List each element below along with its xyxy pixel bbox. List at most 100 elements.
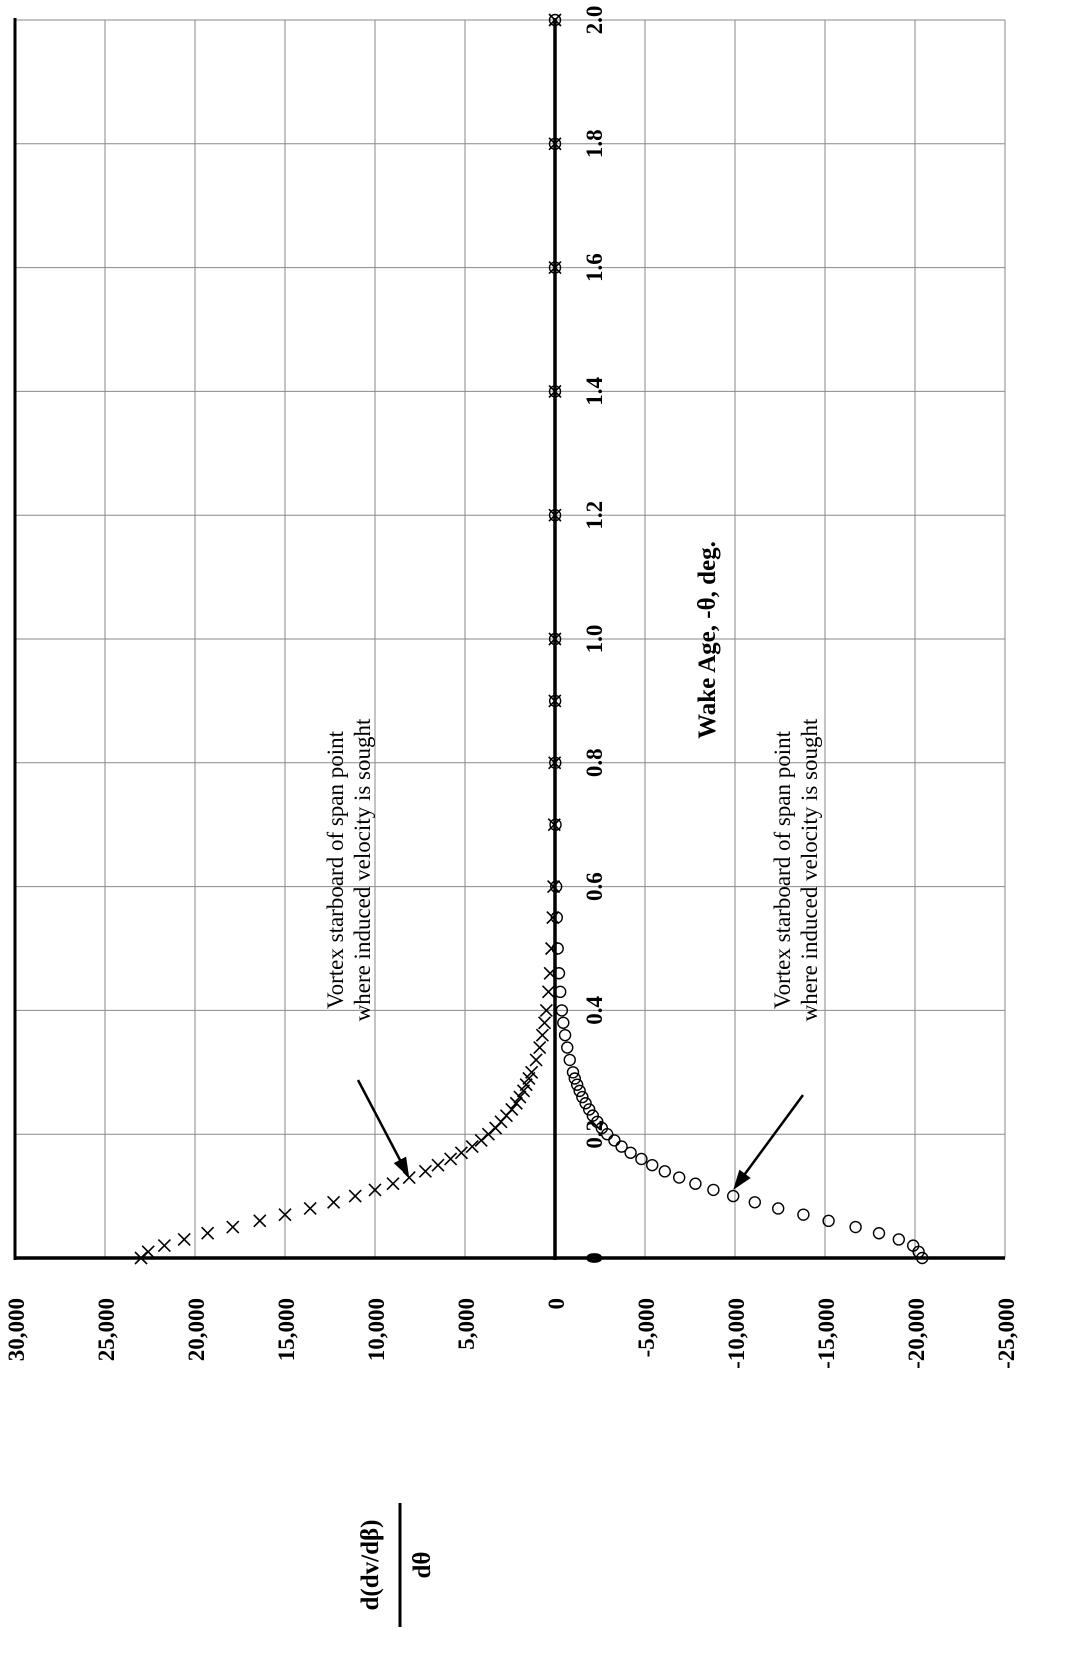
- y-tick-label: 25,000: [94, 1298, 119, 1361]
- y-tick-label: 20,000: [184, 1298, 209, 1361]
- y-tick-label: -15,000: [814, 1298, 839, 1369]
- data-point-circle: [772, 1202, 785, 1215]
- data-point-cross: [454, 1146, 468, 1160]
- data-point-circle: [849, 1220, 862, 1234]
- data-point-circle: [561, 1041, 574, 1054]
- x-tick-label: 0.2: [582, 1120, 607, 1149]
- x-tick-label: 2.0: [582, 6, 607, 35]
- annotation-arrow-line: [735, 1094, 805, 1186]
- data-point-cross: [546, 910, 560, 925]
- data-point-circle: [563, 1053, 576, 1067]
- data-point-circle: [548, 694, 562, 708]
- data-point-cross: [386, 1177, 400, 1191]
- data-point-cross: [509, 1096, 523, 1110]
- x-tick-label: 1.2: [582, 501, 607, 530]
- data-point-circle: [727, 1189, 740, 1203]
- x-tick-label: 0.8: [582, 748, 607, 777]
- y-tick-label: 15,000: [274, 1298, 299, 1361]
- data-point-cross: [525, 1065, 539, 1079]
- y-axis-title-numerator: d(dv/dβ): [357, 1520, 384, 1611]
- data-point-circle: [552, 967, 566, 980]
- data-point-circle: [635, 1152, 648, 1166]
- data-point-cross: [513, 1090, 527, 1104]
- data-point-circle: [566, 1066, 580, 1079]
- data-point-cross: [177, 1232, 191, 1246]
- data-point-cross: [431, 1158, 445, 1172]
- data-point-circle: [658, 1165, 671, 1178]
- data-point-circle: [872, 1227, 886, 1240]
- data-point-circle: [797, 1208, 810, 1221]
- data-point-circle: [573, 1084, 586, 1098]
- data-point-cross: [546, 880, 561, 894]
- data-point-cross: [541, 985, 556, 999]
- x-tick-label: 1.6: [582, 253, 607, 282]
- data-point-cross: [418, 1164, 432, 1178]
- data-point-cross: [444, 1152, 458, 1166]
- data-point-cross: [539, 1003, 553, 1017]
- y-axis-title: d(dv/dβ) dθ: [357, 1503, 436, 1627]
- data-point-cross: [543, 966, 557, 980]
- y-tick-label: 0: [544, 1298, 569, 1310]
- x-axis-title: Wake Age, -θ, deg.: [694, 541, 721, 739]
- annotation-line: where induced velocity is sought: [797, 718, 822, 1021]
- data-point-circle: [557, 1016, 570, 1029]
- y-axis-title-denominator: dθ: [409, 1552, 436, 1579]
- data-point-circle: [568, 1072, 581, 1085]
- data-point-circle: [579, 1097, 592, 1110]
- data-point-circle: [591, 1115, 604, 1129]
- data-point-circle: [624, 1146, 637, 1159]
- data-point-cross: [348, 1189, 362, 1203]
- data-point-circle: [549, 880, 563, 893]
- data-point-circle: [554, 985, 567, 999]
- data-point-circle: [548, 137, 562, 151]
- annotation-text-group: Vortex starboard of span point where indu…: [323, 718, 375, 1021]
- y-tick-label: 5,000: [454, 1298, 479, 1350]
- x-tick-label: 1.0: [582, 625, 607, 654]
- y-tick-label: -5,000: [634, 1298, 659, 1357]
- data-point-circle: [548, 632, 562, 646]
- data-point-cross: [537, 1016, 552, 1030]
- y-tick-label: -10,000: [724, 1298, 749, 1369]
- y-tick-label: -20,000: [904, 1298, 929, 1369]
- data-point-circle: [646, 1158, 659, 1172]
- data-point-circle: [707, 1183, 720, 1197]
- tick-layer: 0 0.2 0.4 0.6 0.8 1.0 1.2 1.4 1.6 1.8 2.0 30,000 25,…: [4, 6, 1019, 1369]
- data-point-circle: [586, 1109, 599, 1122]
- x-tick-label: 1.8: [582, 129, 607, 158]
- data-point-circle: [608, 1134, 621, 1147]
- annotation-arrow-head: [733, 1169, 751, 1190]
- annotation-arrow-head: [393, 1156, 410, 1178]
- data-point-cross: [327, 1195, 341, 1209]
- data-point-circle: [570, 1078, 584, 1091]
- data-point-circle: [555, 1004, 569, 1017]
- data-point-circle: [583, 1103, 596, 1116]
- x-tick-label: 0: [582, 1252, 607, 1264]
- data-point-circle: [673, 1171, 686, 1184]
- data-point-circle: [548, 13, 562, 27]
- x-tick-label: 0.6: [582, 872, 607, 901]
- annotation-arrow-line: [356, 1079, 408, 1173]
- data-point-circle: [615, 1140, 628, 1153]
- data-point-cross: [368, 1183, 382, 1197]
- data-point-circle: [916, 1251, 929, 1265]
- data-point-circle: [549, 818, 562, 831]
- data-point-cross: [226, 1220, 240, 1234]
- data-point-circle: [550, 911, 563, 924]
- data-point-cross: [535, 1028, 549, 1042]
- data-point-circle: [548, 385, 562, 398]
- series-layer: [134, 13, 929, 1265]
- annotation-line: Vortex starboard of span point: [323, 730, 348, 1009]
- x-tick-label: 0.4: [582, 996, 607, 1025]
- data-point-cross: [278, 1208, 292, 1222]
- x-tick-label: 1.4: [582, 377, 607, 406]
- y-tick-label: 30,000: [4, 1298, 29, 1361]
- data-point-circle: [551, 942, 564, 955]
- data-point-cross: [465, 1140, 479, 1154]
- data-point-cross: [529, 1053, 543, 1067]
- data-point-circle: [907, 1239, 920, 1252]
- grid-layer: [14, 19, 1006, 1259]
- data-point-circle: [558, 1028, 572, 1042]
- annotation-line: where induced velocity is sought: [350, 718, 375, 1021]
